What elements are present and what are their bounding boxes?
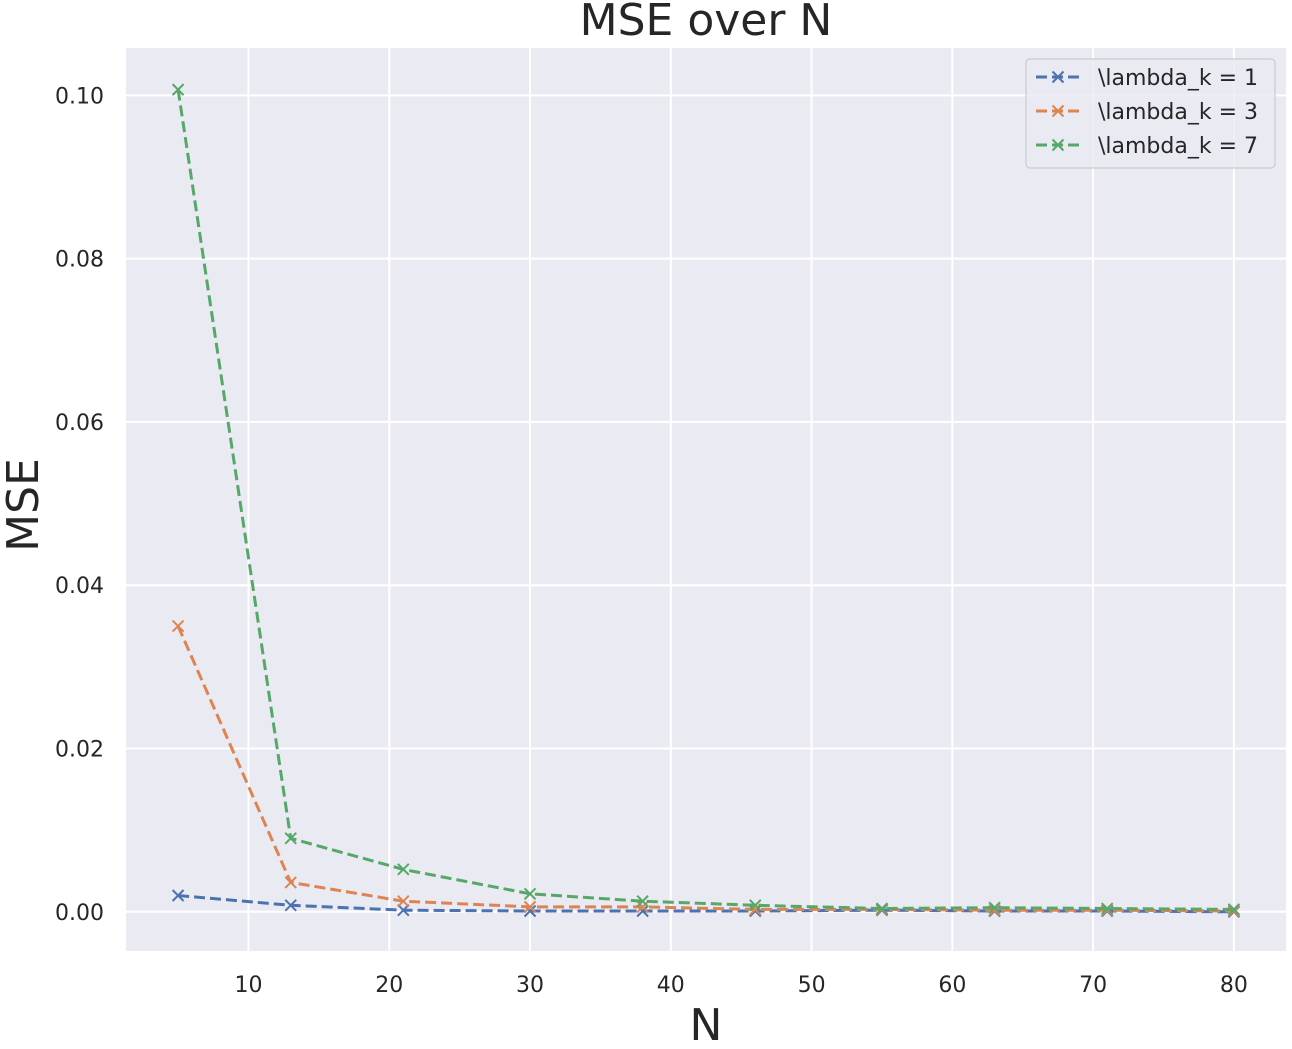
- chart-title: MSE over N: [580, 0, 833, 46]
- marker-stroke: [988, 903, 1001, 917]
- marker-stroke: [636, 904, 649, 918]
- data-point: [1101, 902, 1114, 915]
- y-tick-label: 0.06: [55, 411, 104, 436]
- data-point: [749, 904, 762, 918]
- legend-label: \lambda_k = 3: [1098, 100, 1258, 125]
- marker-stroke: [171, 619, 185, 633]
- marker-stroke: [397, 863, 410, 876]
- marker-stroke: [284, 876, 297, 889]
- data-point: [988, 901, 1001, 914]
- legend-box: [1025, 58, 1276, 169]
- data-point: [1227, 903, 1241, 916]
- data-point: [636, 900, 649, 914]
- legend-label: \lambda_k = 1: [1098, 66, 1258, 91]
- marker-stroke: [397, 903, 410, 917]
- data-point: [171, 619, 185, 633]
- legend-item: \lambda_k = 1: [1036, 66, 1258, 91]
- x-axis-ticks: 10 20 30 40 50 60 70 80: [234, 973, 1247, 998]
- legend-marker: [1051, 104, 1065, 118]
- marker-stroke: [1101, 903, 1114, 917]
- data-point: [284, 899, 297, 912]
- data-point: [1101, 903, 1114, 917]
- marker-stroke: [1051, 70, 1065, 84]
- marker-stroke: [284, 899, 297, 912]
- series-layer: [171, 83, 1241, 919]
- legend-marker: [1051, 138, 1065, 152]
- x-tick-label: 40: [657, 973, 685, 998]
- y-tick-label: 0.00: [55, 901, 104, 926]
- legend-item: \lambda_k = 3: [1036, 100, 1258, 125]
- data-point: [397, 863, 410, 876]
- data-point: [171, 83, 185, 96]
- legend-marker: [1051, 70, 1065, 84]
- y-tick-label: 0.04: [55, 574, 104, 599]
- marker-stroke: [636, 900, 649, 914]
- marker-stroke: [1051, 138, 1065, 152]
- legend-label: \lambda_k = 7: [1098, 134, 1258, 159]
- series-2: [171, 619, 1241, 918]
- data-point: [397, 894, 410, 908]
- marker-stroke: [284, 832, 297, 845]
- y-tick-label: 0.10: [55, 84, 104, 109]
- x-tick-label: 20: [375, 973, 403, 998]
- marker-stroke: [749, 899, 762, 912]
- series-3: [171, 83, 1241, 916]
- x-tick-label: 60: [938, 973, 966, 998]
- x-axis-label: N: [690, 1000, 723, 1049]
- y-tick-label: 0.08: [55, 248, 104, 273]
- y-axis-ticks: 0.00 0.02 0.04 0.06 0.08 0.10: [55, 84, 104, 925]
- data-point: [523, 900, 537, 914]
- x-tick-label: 80: [1220, 973, 1248, 998]
- marker-stroke: [1227, 904, 1241, 918]
- x-tick-label: 10: [234, 973, 262, 998]
- series-line: [176, 625, 1234, 913]
- data-point: [284, 832, 297, 845]
- y-axis-label: MSE: [0, 458, 49, 552]
- marker-stroke: [1051, 104, 1065, 118]
- y-tick-label: 0.02: [55, 738, 104, 763]
- marker-stroke: [523, 904, 537, 918]
- x-tick-label: 30: [516, 973, 544, 998]
- data-point: [397, 903, 410, 917]
- series-line: [176, 89, 1234, 911]
- x-tick-label: 70: [1079, 973, 1107, 998]
- marker-stroke: [171, 83, 185, 96]
- marker-stroke: [1227, 903, 1241, 916]
- marker-stroke: [523, 887, 537, 901]
- marker-stroke: [749, 904, 762, 918]
- marker-stroke: [397, 894, 410, 908]
- marker-stroke: [523, 900, 537, 914]
- marker-stroke: [875, 902, 889, 915]
- x-tick-label: 50: [798, 973, 826, 998]
- data-point: [875, 902, 889, 915]
- marker-stroke: [636, 894, 649, 908]
- data-point: [284, 876, 297, 889]
- marker-stroke: [1101, 902, 1114, 915]
- data-point: [523, 887, 537, 901]
- data-point: [171, 889, 185, 902]
- data-point: [1227, 904, 1241, 918]
- plot-background: [126, 48, 1286, 951]
- marker-stroke: [988, 901, 1001, 914]
- data-point: [636, 894, 649, 908]
- legend: \lambda_k = 1 \lambda_k = 3 \lambda_k = 7: [1025, 58, 1276, 169]
- legend-item: \lambda_k = 7: [1036, 134, 1258, 159]
- marker-stroke: [171, 889, 185, 902]
- data-point: [749, 899, 762, 912]
